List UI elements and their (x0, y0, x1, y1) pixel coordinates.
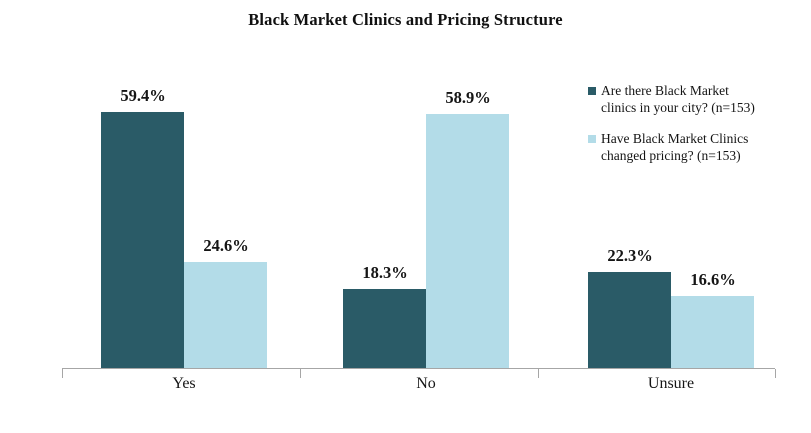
legend-item-series-1[interactable]: Are there Black Market clinics in your c… (588, 82, 806, 116)
axis-tick-3 (775, 369, 776, 378)
bar-no-series-2[interactable] (426, 114, 509, 368)
category-label-no: No (416, 375, 436, 392)
bar-value-label-unsure-series-1: 22.3% (607, 246, 653, 265)
legend-item-series-2[interactable]: Have Black Market Clinics changed pricin… (588, 130, 806, 164)
axis-tick-2 (538, 369, 539, 378)
legend-label-series-2-line2: changed pricing? (n=153) (601, 148, 741, 163)
bar-value-label-no-series-2: 58.9% (445, 88, 491, 107)
bar-no-series-1[interactable] (343, 289, 426, 368)
category-axis-line (62, 368, 775, 369)
bar-unsure-series-2[interactable] (671, 296, 754, 368)
bar-unsure-series-1[interactable] (588, 272, 671, 368)
legend-label-series-2: Have Black Market Clinics changed pricin… (601, 130, 748, 164)
bar-value-label-yes-series-2: 24.6% (203, 236, 249, 255)
legend-label-series-1: Are there Black Market clinics in your c… (601, 82, 755, 116)
axis-tick-1 (300, 369, 301, 378)
chart-legend: Are there Black Market clinics in your c… (588, 82, 806, 178)
legend-label-series-1-line2: clinics in your city? (n=153) (601, 100, 755, 115)
bar-yes-series-2[interactable] (184, 262, 267, 368)
axis-tick-0 (62, 369, 63, 378)
category-label-yes: Yes (172, 375, 196, 392)
category-label-unsure: Unsure (647, 375, 695, 392)
legend-label-series-2-line1: Have Black Market Clinics (601, 131, 749, 146)
legend-label-series-1-line1: Are there Black Market (601, 83, 729, 98)
bar-value-label-yes-series-1: 59.4% (120, 86, 166, 105)
bar-value-label-unsure-series-2: 16.6% (690, 270, 736, 289)
bar-yes-series-1[interactable] (101, 112, 184, 368)
legend-swatch-icon-series-2 (588, 135, 596, 143)
chart-title: Black Market Clinics and Pricing Structu… (248, 10, 563, 29)
legend-swatch-icon-series-1 (588, 87, 596, 95)
bar-value-label-no-series-1: 18.3% (362, 263, 408, 282)
